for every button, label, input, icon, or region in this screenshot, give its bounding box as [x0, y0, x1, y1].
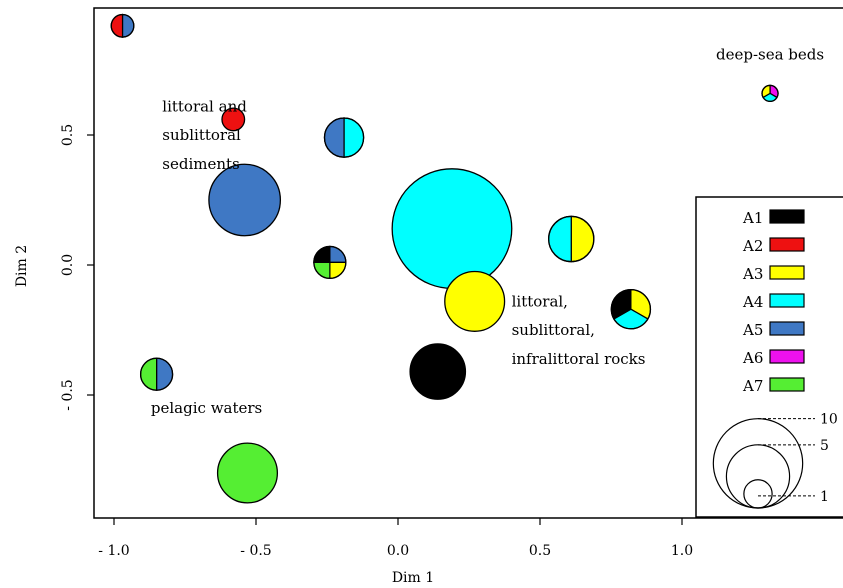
chart-marks: [110, 13, 779, 504]
legend-label: A7: [742, 377, 763, 395]
x-tick-label: 0.5: [529, 543, 551, 559]
bubble-slice-a5: [208, 163, 282, 237]
legend-swatch-a4: [769, 293, 805, 308]
bubble-outline: [139, 357, 174, 391]
bubble-slice-a1: [409, 343, 467, 400]
bubble-point: [208, 163, 282, 237]
size-legend-circle: [743, 479, 773, 509]
chart-annotations: deep-sea beds littoral and sublittoral sedi…: [151, 46, 824, 418]
bubble-outline: [110, 13, 135, 38]
bubble-slice-a4: [548, 215, 572, 263]
bubble-outline: [761, 84, 779, 103]
legend-swatch-a2: [769, 237, 805, 252]
bubble-slice-a5: [324, 117, 345, 158]
bubble-point: [110, 13, 135, 38]
plot-frame: [93, 7, 843, 519]
legend-swatch-a6: [769, 349, 805, 364]
bubble-point: [221, 107, 246, 132]
annotation-label: sublittoral: [162, 126, 241, 144]
legend-label: A6: [742, 349, 763, 367]
bubble-outline: [547, 215, 595, 263]
legend-swatch-a1: [769, 209, 805, 224]
y-axis-title: Dim 2: [14, 245, 30, 287]
bubble-point: [444, 270, 506, 332]
size-legend-label: 1: [820, 489, 829, 505]
x-tick-label: - 1.0: [98, 543, 129, 559]
annotation-label: pelagic waters: [151, 399, 262, 417]
x-axis-title: Dim 1: [392, 570, 434, 586]
bubble-point: [610, 288, 652, 330]
bubble-slice-a7: [140, 357, 158, 391]
bubble-outline: [610, 288, 652, 330]
bubble-slice-a4: [343, 117, 365, 158]
annotation-label: littoral and: [162, 98, 247, 116]
bubble-point: [761, 84, 779, 103]
bubble-point: [216, 442, 279, 504]
x-tick-label: - 0.5: [240, 543, 271, 559]
legend-label: A3: [742, 265, 763, 283]
y-tick-label: 0.0: [60, 254, 76, 276]
bubble-point: [323, 117, 365, 158]
bubble-slice-a2: [110, 13, 124, 38]
bubble-point: [139, 357, 174, 391]
annotation-label: sediments: [162, 155, 239, 173]
legend-swatch-a7: [769, 377, 805, 392]
legend-swatch-a3: [769, 265, 805, 280]
legend-label: A4: [742, 293, 763, 311]
bubble-slice-a7: [216, 442, 279, 504]
legend-label: A2: [742, 237, 763, 255]
legend-swatch-a5: [769, 321, 805, 336]
bubble-slice-a2: [221, 107, 246, 132]
bubble-point: [313, 245, 347, 280]
annotation-label: littoral,: [512, 293, 568, 311]
bubble-point: [409, 343, 467, 400]
size-legend-label: 10: [820, 412, 838, 428]
bubble-outline: [323, 117, 365, 158]
y-tick-label: 0.5: [60, 124, 76, 146]
legend-label: A5: [742, 321, 763, 339]
bubble-slice-a3: [570, 215, 595, 263]
x-tick-label: 0.0: [387, 543, 409, 559]
annotation-label: sublittoral,: [512, 321, 595, 339]
annotation-label: infralittoral rocks: [512, 350, 646, 368]
bubble-point: [391, 168, 513, 290]
legend: A1 A2 A3 A4 A5 A6 A7 10 5 1: [695, 196, 843, 518]
bubble-outline: [313, 245, 347, 280]
y-tick-label: - 0.5: [60, 379, 76, 410]
chart-axes: - 1.0 - 0.5 0.0 0.5 1.0 - 0.5 0.0 0.5: [60, 124, 693, 559]
bubble-slice-a3: [444, 270, 506, 332]
bubble-point: [547, 215, 595, 263]
legend-label: A1: [742, 209, 763, 227]
bubble-slice-a5: [156, 357, 174, 391]
bubble-slice-a4: [391, 168, 513, 290]
x-tick-label: 1.0: [671, 543, 693, 559]
size-legend-label: 5: [820, 438, 829, 454]
annotation-label: deep-sea beds: [716, 46, 824, 64]
bubble-slice-a5: [121, 13, 135, 38]
